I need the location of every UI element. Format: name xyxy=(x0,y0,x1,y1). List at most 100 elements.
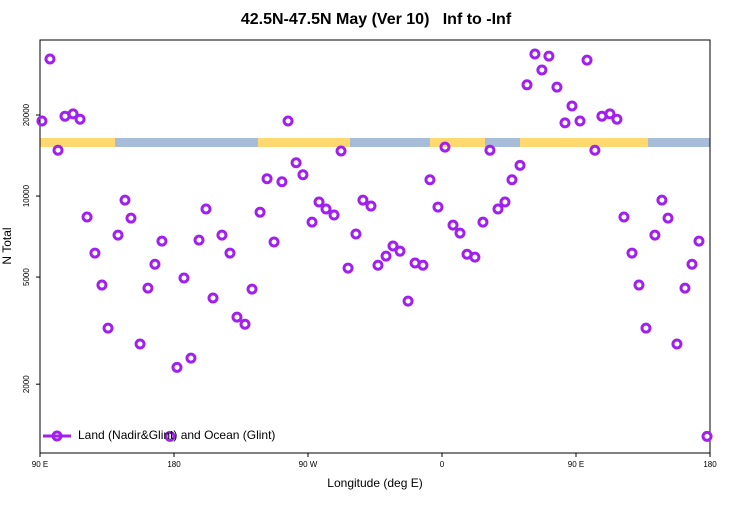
data-point xyxy=(514,159,526,171)
data-point xyxy=(618,211,630,223)
data-point xyxy=(387,240,399,252)
y-tick-label: 20000 xyxy=(22,103,31,126)
plot-frame xyxy=(39,39,711,454)
data-point xyxy=(469,251,481,263)
data-point xyxy=(297,169,309,181)
data-point xyxy=(178,272,190,284)
data-point xyxy=(74,113,86,125)
land-band xyxy=(258,138,350,147)
data-point xyxy=(365,200,377,212)
data-point xyxy=(626,247,638,259)
data-point xyxy=(200,203,212,215)
data-point xyxy=(149,258,161,270)
data-point xyxy=(447,219,459,231)
x-tick-label: 90 E xyxy=(568,460,584,469)
data-point xyxy=(424,174,436,186)
data-point xyxy=(342,262,354,274)
y-tick-label: 10000 xyxy=(22,184,31,207)
data-point xyxy=(417,259,429,271)
legend-label: Land (Nadir&Glint) and Ocean (Glint) xyxy=(78,428,275,442)
data-point xyxy=(649,229,661,241)
data-point xyxy=(521,79,533,91)
data-point xyxy=(394,245,406,257)
data-point xyxy=(246,283,258,295)
data-point xyxy=(492,203,504,215)
ocean-band xyxy=(40,138,710,147)
y-tick-label: 2000 xyxy=(22,375,31,393)
data-point xyxy=(81,211,93,223)
data-point xyxy=(224,247,236,259)
data-point xyxy=(432,201,444,213)
x-tick-label: 0 xyxy=(440,460,445,469)
x-tick-label: 180 xyxy=(703,460,717,469)
data-point xyxy=(402,295,414,307)
data-point xyxy=(102,322,114,334)
data-point xyxy=(350,228,362,240)
land-band xyxy=(40,138,115,147)
data-point xyxy=(357,194,369,206)
data-point xyxy=(320,203,332,215)
data-point xyxy=(693,235,705,247)
data-point xyxy=(551,81,563,93)
data-point xyxy=(380,250,392,262)
data-point xyxy=(96,279,108,291)
data-point xyxy=(142,282,154,294)
land-band xyxy=(520,138,648,147)
data-point xyxy=(477,216,489,228)
data-point xyxy=(662,212,674,224)
data-point xyxy=(89,247,101,259)
data-point xyxy=(261,173,273,185)
data-point xyxy=(335,145,347,157)
x-tick-label: 180 xyxy=(167,460,181,469)
data-point xyxy=(574,115,586,127)
data-point xyxy=(543,50,555,62)
x-axis-title: Longitude (deg E) xyxy=(327,476,422,490)
data-point xyxy=(112,229,124,241)
y-axis-title: N Total xyxy=(0,227,14,264)
data-point xyxy=(44,53,56,65)
x-tick-label: 90 W xyxy=(299,460,318,469)
data-point xyxy=(125,212,137,224)
data-point xyxy=(566,100,578,112)
data-point xyxy=(499,196,511,208)
data-point xyxy=(119,194,131,206)
data-point xyxy=(633,279,645,291)
data-point xyxy=(36,115,48,127)
data-point xyxy=(611,113,623,125)
data-point xyxy=(640,322,652,334)
data-point xyxy=(239,318,251,330)
data-point xyxy=(529,48,541,60)
data-point xyxy=(156,235,168,247)
x-tick-label: 90 E xyxy=(32,460,48,469)
data-point xyxy=(506,174,518,186)
data-point xyxy=(134,338,146,350)
data-point xyxy=(559,117,571,129)
data-point xyxy=(216,229,228,241)
data-point xyxy=(52,144,64,156)
data-point xyxy=(67,108,79,120)
data-point xyxy=(439,141,451,153)
data-point xyxy=(454,227,466,239)
data-point xyxy=(231,311,243,323)
data-point xyxy=(185,352,197,364)
data-point xyxy=(679,282,691,294)
land-ocean-band xyxy=(40,138,710,147)
data-point xyxy=(254,206,266,218)
data-point xyxy=(372,259,384,271)
data-point xyxy=(276,176,288,188)
data-point xyxy=(164,430,176,442)
data-point xyxy=(484,144,496,156)
data-point xyxy=(604,108,616,120)
data-point xyxy=(328,209,340,221)
chart-title: 42.5N-47.5N May (Ver 10) Inf to -Inf xyxy=(241,11,512,28)
data-point xyxy=(207,292,219,304)
data-point xyxy=(581,54,593,66)
data-point xyxy=(313,196,325,208)
data-point xyxy=(671,338,683,350)
data-point xyxy=(589,144,601,156)
data-point xyxy=(701,430,713,442)
data-point xyxy=(282,115,294,127)
data-point xyxy=(171,361,183,373)
data-point xyxy=(268,236,280,248)
